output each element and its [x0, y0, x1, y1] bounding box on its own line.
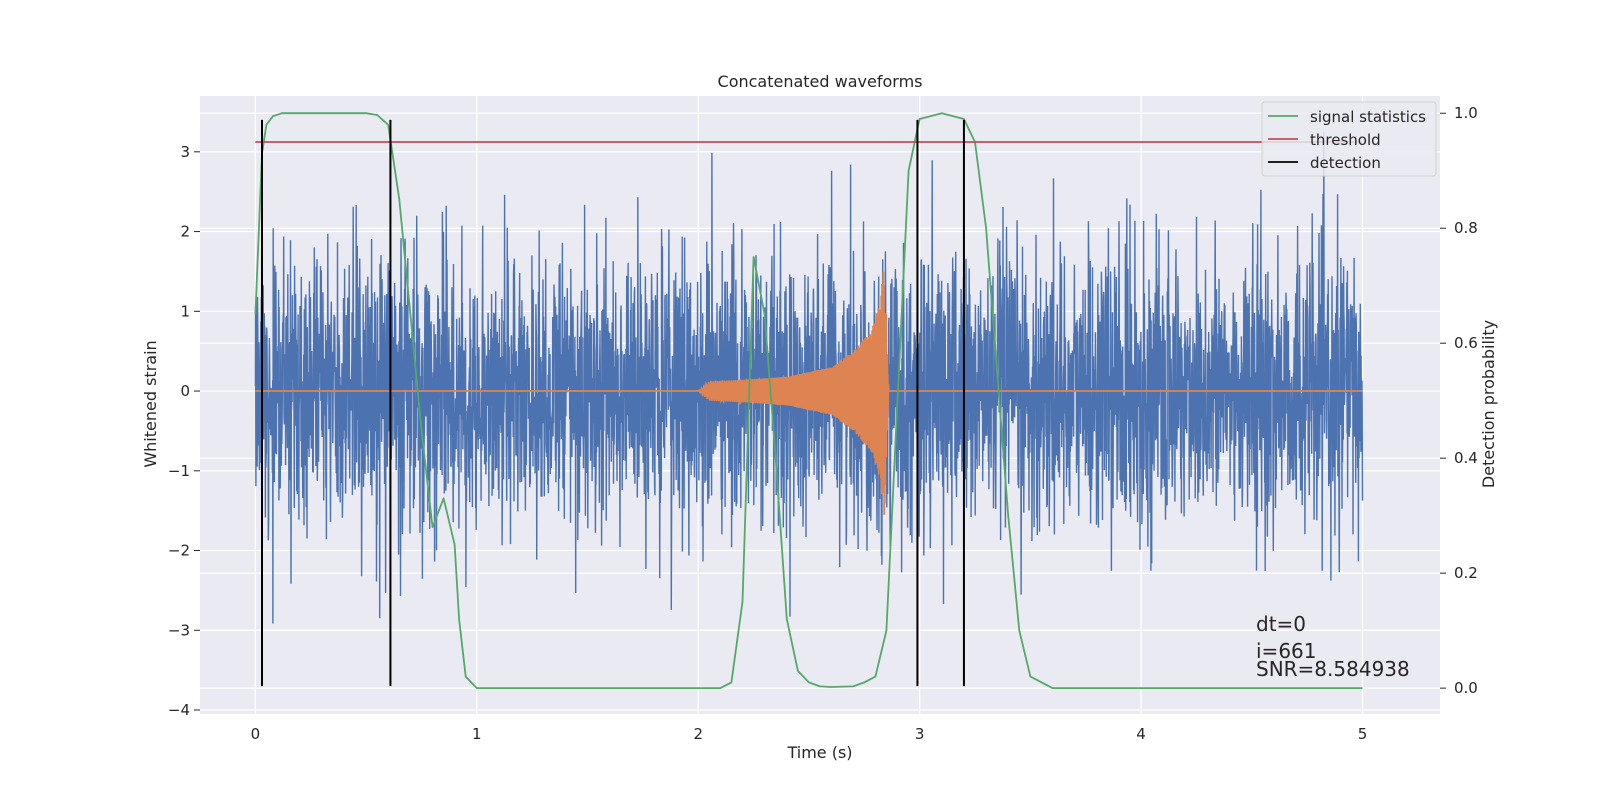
x-axis-label: Time (s) [786, 743, 852, 762]
y2-tick-label: 0.2 [1454, 564, 1478, 582]
x-tick-label: 0 [251, 725, 261, 743]
annotation-dt: dt=0 [1256, 612, 1306, 636]
noise-series-line [254, 131, 1364, 624]
y-tick-label: 0 [180, 382, 190, 400]
y2-tick-label: 0.4 [1454, 449, 1478, 467]
legend-label-signal-statistics: signal statistics [1310, 108, 1426, 126]
y-axis-label: Whitened strain [141, 340, 160, 467]
y-tick-label: 3 [180, 143, 190, 161]
y-tick-label: 2 [180, 223, 190, 241]
legend: signal statistics threshold detection [1261, 101, 1437, 177]
chart-title: Concatenated waveforms [718, 72, 923, 91]
y2-tick-label: 1.0 [1454, 104, 1478, 122]
x-tick-label: 3 [915, 725, 925, 743]
x-tick-label: 4 [1136, 725, 1146, 743]
y-tick-label: −2 [168, 542, 190, 560]
y2-axis-label: Detection probability [1479, 320, 1498, 488]
y-tick-label: 1 [180, 302, 190, 320]
legend-label-threshold: threshold [1310, 131, 1381, 149]
annotation-index: i=661 [1256, 639, 1317, 663]
y-tick-label: −3 [168, 621, 190, 639]
y2-tick-label: 0.6 [1454, 334, 1478, 352]
annotation-snr: SNR=8.584938 [1256, 657, 1410, 681]
y-tick-label: −4 [168, 701, 190, 719]
legend-label-detection: detection [1310, 154, 1381, 172]
ticks: 0 1 2 3 4 5 −4 −3 −2 −1 0 1 2 3 0.0 0.2 0.4 0.6 0.8 1.0 [168, 104, 1478, 743]
y2-tick-label: 0.0 [1454, 679, 1478, 697]
x-tick-label: 1 [472, 725, 482, 743]
x-tick-label: 2 [693, 725, 703, 743]
injection-series-line [255, 271, 1363, 515]
y2-tick-label: 0.8 [1454, 219, 1478, 237]
legend-box [1261, 101, 1437, 177]
signal-statistics-line [254, 112, 1363, 689]
plot-area [254, 112, 1364, 689]
x-tick-label: 5 [1358, 725, 1368, 743]
y-tick-label: −1 [168, 462, 190, 480]
